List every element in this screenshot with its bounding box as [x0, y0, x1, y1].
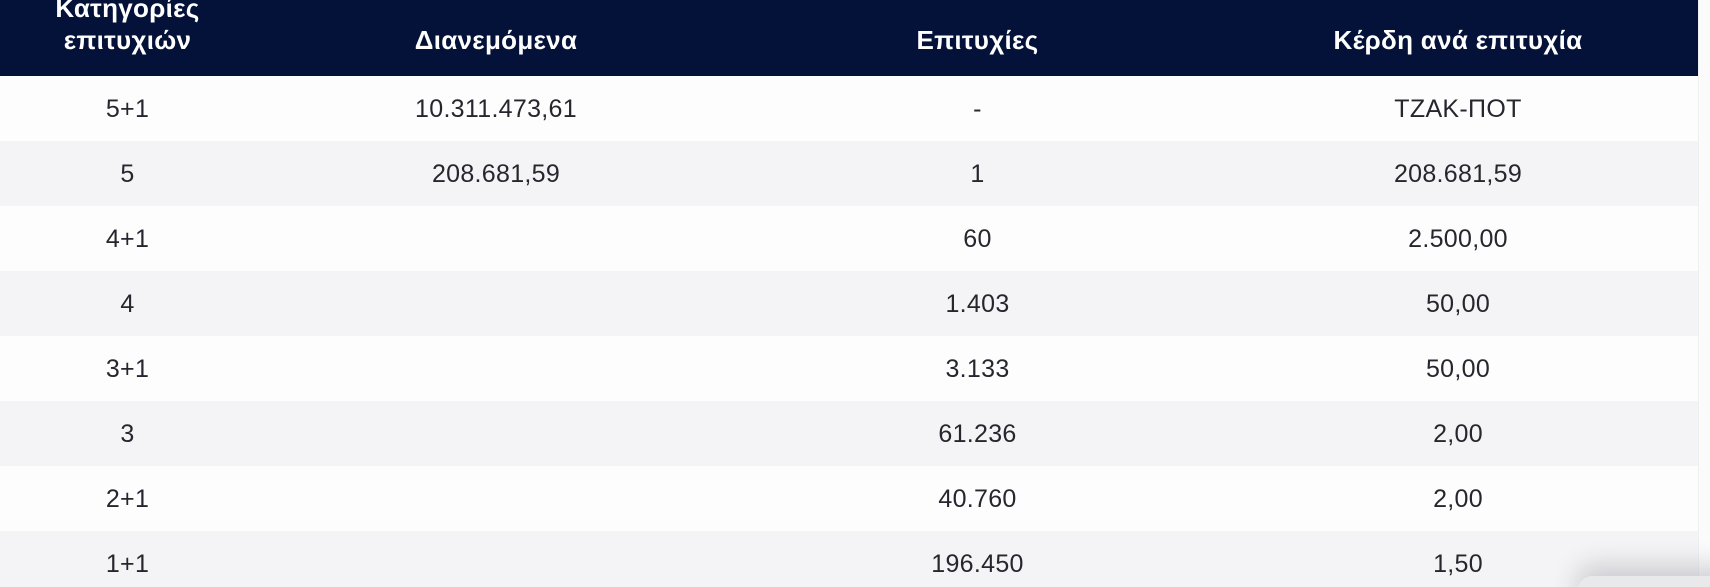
cell-wins: 1.403 [945, 289, 1010, 318]
cell-distributed: 10.311.473,61 [415, 94, 577, 123]
cell-wins: 3.133 [945, 354, 1010, 383]
header-cell-categories: Κατηγορίες επιτυχιών [55, 0, 200, 55]
cell-category: 4+1 [105, 224, 150, 253]
table-header-row: Κατηγορίες επιτυχιών Διανεμόμενα Επιτυχί… [0, 0, 1698, 76]
scrollbar-track[interactable] [1698, 0, 1710, 587]
cell-winnings: ΤΖΑΚ-ΠΟΤ [1394, 94, 1522, 123]
table-row: 1+1 196.450 1,50 [0, 531, 1698, 587]
cell-winnings: 2.500,00 [1408, 224, 1508, 253]
cell-category: 1+1 [105, 549, 150, 578]
cell-wins: 196.450 [931, 549, 1024, 578]
header-cell-winnings-per-win: Κέρδη ανά επιτυχία [1333, 25, 1583, 55]
cell-winnings: 1,50 [1433, 549, 1483, 578]
table-row: 4+1 60 2.500,00 [0, 206, 1698, 271]
cell-category: 3 [120, 419, 135, 448]
cell-category: 3+1 [105, 354, 150, 383]
cell-winnings: 2,00 [1433, 484, 1483, 513]
table-body: 5+1 10.311.473,61 - ΤΖΑΚ-ΠΟΤ 5 208.681,5… [0, 76, 1698, 587]
cell-category: 5 [120, 159, 135, 188]
cell-wins: 60 [963, 224, 992, 253]
cell-winnings: 50,00 [1425, 289, 1491, 318]
header-cell-wins: Επιτυχίες [916, 25, 1039, 55]
table-row: 5+1 10.311.473,61 - ΤΖΑΚ-ΠΟΤ [0, 76, 1698, 141]
table-row: 3+1 3.133 50,00 [0, 336, 1698, 401]
cell-winnings: 208.681,59 [1393, 159, 1523, 188]
header-cell-distributed: Διανεμόμενα [414, 25, 578, 55]
cell-category: 4 [120, 289, 135, 318]
cell-category: 5+1 [105, 94, 150, 123]
cell-distributed: 208.681,59 [431, 159, 561, 188]
cell-wins: - [973, 94, 982, 123]
cell-winnings: 2,00 [1433, 419, 1483, 448]
table-row: 4 1.403 50,00 [0, 271, 1698, 336]
table-row: 5 208.681,59 1 208.681,59 [0, 141, 1698, 206]
cell-winnings: 50,00 [1425, 354, 1491, 383]
table-row: 2+1 40.760 2,00 [0, 466, 1698, 531]
table-row: 3 61.236 2,00 [0, 401, 1698, 466]
cell-wins: 1 [970, 159, 985, 188]
cell-wins: 61.236 [938, 419, 1017, 448]
cell-wins: 40.760 [938, 484, 1017, 513]
cell-category: 2+1 [105, 484, 150, 513]
chat-widget-button[interactable] [1578, 576, 1710, 587]
